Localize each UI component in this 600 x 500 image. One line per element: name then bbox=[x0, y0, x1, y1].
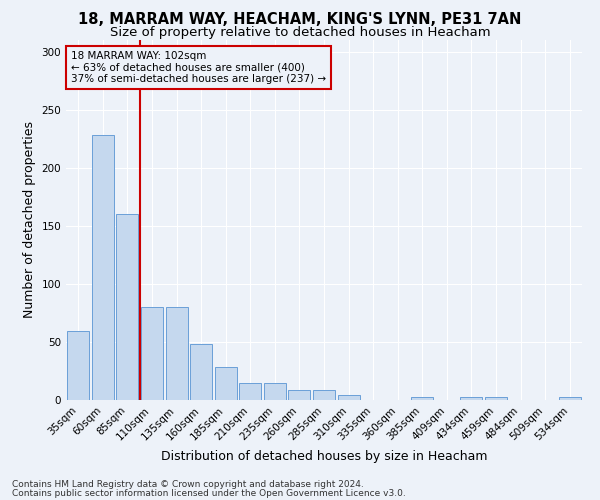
Bar bbox=[338, 396, 359, 400]
Bar bbox=[141, 307, 163, 400]
Text: Contains HM Land Registry data © Crown copyright and database right 2024.: Contains HM Land Registry data © Crown c… bbox=[12, 480, 364, 489]
Bar bbox=[559, 396, 581, 400]
Bar bbox=[264, 382, 286, 400]
Bar bbox=[190, 344, 212, 400]
Bar bbox=[239, 382, 262, 400]
Bar bbox=[411, 396, 433, 400]
Text: Contains public sector information licensed under the Open Government Licence v3: Contains public sector information licen… bbox=[12, 489, 406, 498]
Text: Size of property relative to detached houses in Heacham: Size of property relative to detached ho… bbox=[110, 26, 490, 39]
Bar bbox=[67, 332, 89, 400]
Text: 18 MARRAM WAY: 102sqm
← 63% of detached houses are smaller (400)
37% of semi-det: 18 MARRAM WAY: 102sqm ← 63% of detached … bbox=[71, 51, 326, 84]
Bar bbox=[92, 135, 114, 400]
Text: 18, MARRAM WAY, HEACHAM, KING'S LYNN, PE31 7AN: 18, MARRAM WAY, HEACHAM, KING'S LYNN, PE… bbox=[79, 12, 521, 28]
Bar bbox=[166, 307, 188, 400]
Bar bbox=[289, 390, 310, 400]
X-axis label: Distribution of detached houses by size in Heacham: Distribution of detached houses by size … bbox=[161, 450, 487, 463]
Bar bbox=[485, 396, 507, 400]
Bar bbox=[116, 214, 139, 400]
Bar bbox=[313, 390, 335, 400]
Y-axis label: Number of detached properties: Number of detached properties bbox=[23, 122, 36, 318]
Bar bbox=[215, 368, 237, 400]
Bar bbox=[460, 396, 482, 400]
